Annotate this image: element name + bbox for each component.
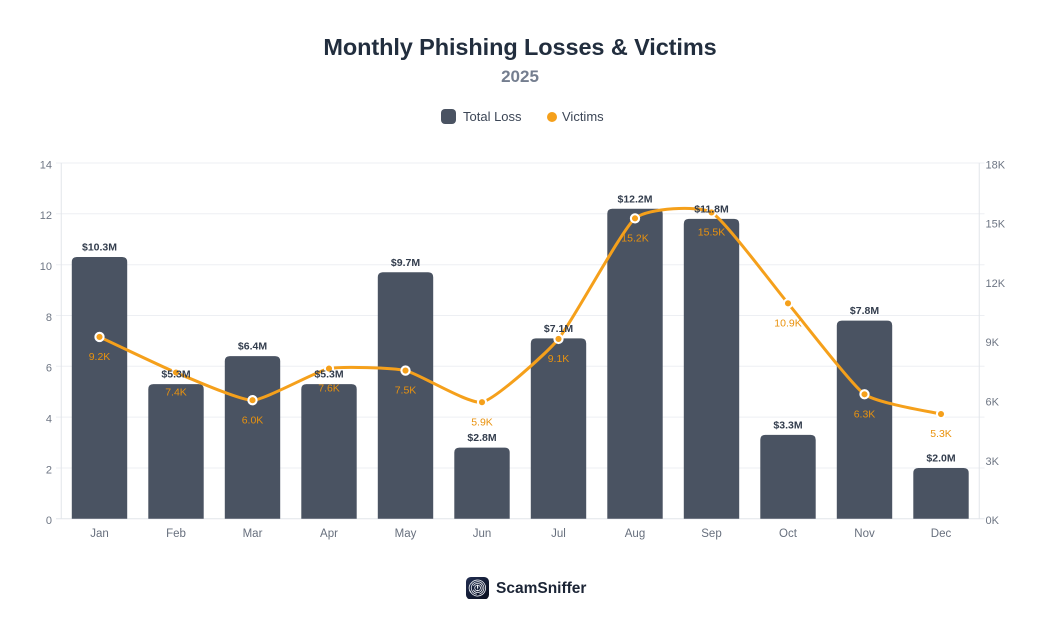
svg-text:8: 8 bbox=[46, 312, 52, 324]
svg-text:Feb: Feb bbox=[166, 528, 186, 540]
svg-text:10: 10 bbox=[40, 261, 52, 273]
svg-text:$9.7M: $9.7M bbox=[391, 257, 420, 269]
svg-text:15.2K: 15.2K bbox=[621, 232, 648, 244]
svg-text:6K: 6K bbox=[986, 397, 1000, 409]
svg-text:5.3K: 5.3K bbox=[930, 428, 952, 440]
svg-text:$2.0M: $2.0M bbox=[926, 453, 955, 465]
svg-text:12: 12 bbox=[40, 210, 52, 222]
svg-text:$5.3M: $5.3M bbox=[161, 369, 190, 381]
svg-text:7.4K: 7.4K bbox=[165, 387, 187, 399]
svg-text:15K: 15K bbox=[986, 219, 1006, 231]
svg-text:12K: 12K bbox=[986, 278, 1006, 290]
svg-text:$11.8M: $11.8M bbox=[694, 203, 729, 215]
svg-text:$10.3M: $10.3M bbox=[82, 242, 117, 254]
svg-text:15.5K: 15.5K bbox=[698, 226, 725, 238]
svg-text:6: 6 bbox=[46, 363, 52, 375]
svg-text:$7.8M: $7.8M bbox=[850, 305, 879, 317]
svg-text:$7.1M: $7.1M bbox=[544, 323, 573, 335]
svg-text:14: 14 bbox=[40, 159, 52, 171]
svg-text:Jan: Jan bbox=[90, 528, 109, 540]
svg-text:Mar: Mar bbox=[243, 528, 263, 540]
svg-text:9.2K: 9.2K bbox=[89, 351, 111, 363]
svg-text:9K: 9K bbox=[986, 337, 1000, 349]
svg-text:10.9K: 10.9K bbox=[774, 317, 801, 329]
svg-text:Jun: Jun bbox=[473, 528, 492, 540]
svg-text:Oct: Oct bbox=[779, 528, 798, 540]
svg-text:6.3K: 6.3K bbox=[854, 408, 876, 420]
svg-text:Aug: Aug bbox=[625, 528, 645, 540]
svg-text:0: 0 bbox=[46, 515, 52, 527]
svg-text:$5.3M: $5.3M bbox=[314, 369, 343, 381]
svg-text:0K: 0K bbox=[986, 515, 1000, 527]
svg-text:3K: 3K bbox=[986, 456, 1000, 468]
svg-text:$2.8M: $2.8M bbox=[467, 432, 496, 444]
svg-text:6.0K: 6.0K bbox=[242, 414, 264, 426]
svg-text:Dec: Dec bbox=[931, 528, 952, 540]
svg-text:$3.3M: $3.3M bbox=[773, 419, 802, 431]
svg-text:2: 2 bbox=[46, 464, 52, 476]
svg-text:7.6K: 7.6K bbox=[318, 383, 340, 395]
svg-text:$6.4M: $6.4M bbox=[238, 341, 267, 353]
svg-text:Sep: Sep bbox=[701, 528, 721, 540]
svg-text:Jul: Jul bbox=[551, 528, 566, 540]
svg-text:$12.2M: $12.2M bbox=[617, 193, 652, 205]
svg-text:Apr: Apr bbox=[320, 528, 338, 540]
svg-text:May: May bbox=[395, 528, 417, 540]
svg-text:4: 4 bbox=[46, 413, 52, 425]
svg-text:5.9K: 5.9K bbox=[471, 416, 493, 428]
svg-text:18K: 18K bbox=[986, 159, 1006, 171]
svg-text:7.5K: 7.5K bbox=[395, 385, 417, 397]
svg-text:9.1K: 9.1K bbox=[548, 353, 570, 365]
svg-text:Nov: Nov bbox=[854, 528, 875, 540]
